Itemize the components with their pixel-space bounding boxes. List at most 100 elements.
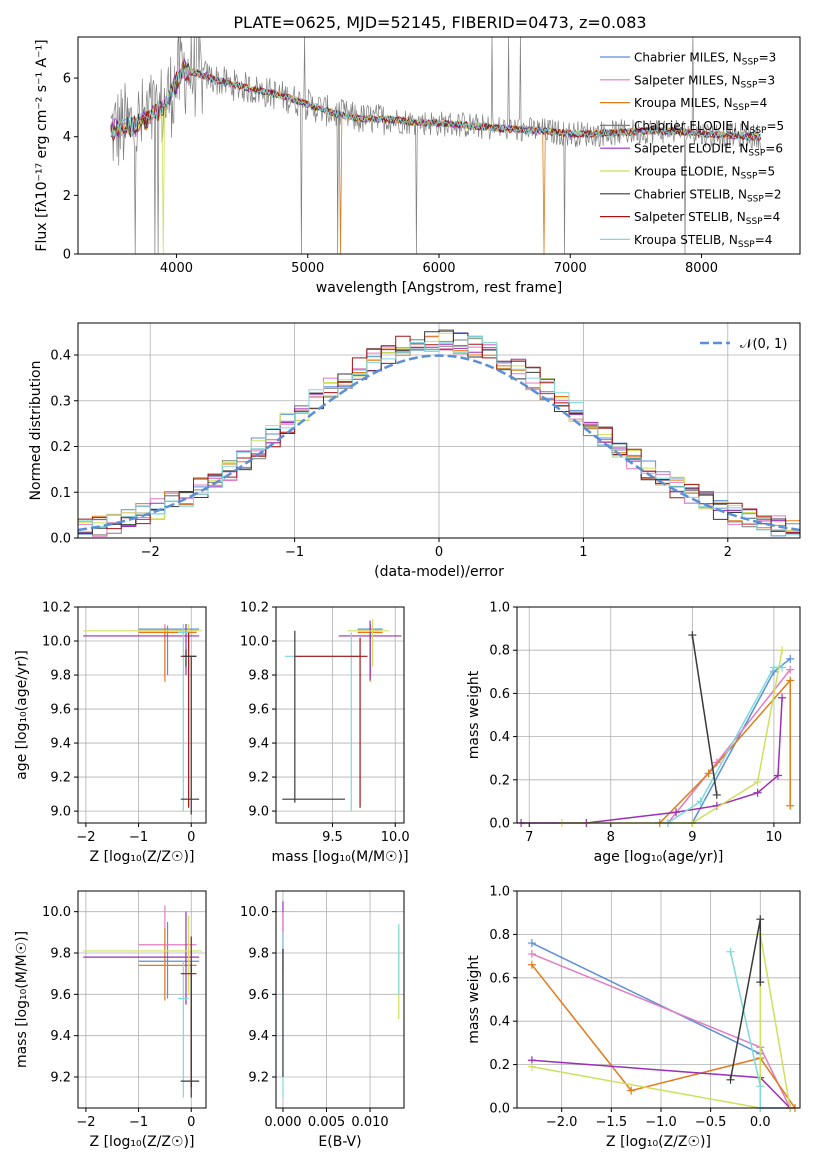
x-tick-label: 10 bbox=[766, 830, 783, 845]
normal-reference-curve bbox=[78, 354, 800, 532]
point-marker bbox=[527, 960, 536, 969]
point-marker bbox=[753, 777, 762, 786]
mass-weight-lines bbox=[517, 631, 795, 827]
legend-entry: 𝒩(0, 1) bbox=[740, 337, 787, 352]
legend-entry: Salpeter STELIB, NSSP=4 bbox=[634, 210, 780, 227]
residual-histogram-panel: −2 −1 0 1 2 0.0 0.1 0.2 0.3 0.4 (data-model)/error… bbox=[28, 322, 801, 580]
point-marker bbox=[786, 654, 795, 663]
age-vs-metallicity-panel: −2 −1 0 9.0 9.2 9.4 9.6 9.8 10.0 10.2 Z [log₁₀(Z/Z… bbox=[14, 601, 207, 865]
x-tick-label: −1.5 bbox=[596, 1115, 628, 1130]
y-tick-label: 10.2 bbox=[240, 601, 269, 616]
axes-frame bbox=[516, 606, 801, 824]
y-tick-label: 9.4 bbox=[248, 1029, 269, 1044]
point-marker bbox=[527, 939, 536, 948]
x-tick-label: 9 bbox=[688, 830, 696, 845]
x-tick-label: −2 bbox=[141, 545, 160, 560]
y-tick-label: 9.8 bbox=[248, 669, 269, 684]
x-axis-label: E(B-V) bbox=[318, 1134, 361, 1150]
legend-entry: Kroupa STELIB, NSSP=4 bbox=[634, 233, 772, 250]
y-tick-label: 0.0 bbox=[489, 1102, 510, 1117]
x-tick-label: 2 bbox=[724, 545, 732, 560]
mass-weight-vs-age-panel: 7 8 9 10 0.0 0.2 0.4 0.6 0.8 1.0 age [log₁₀(age/yr… bbox=[466, 601, 801, 865]
y-tick-label: 0.8 bbox=[489, 644, 510, 659]
spectrum-legend: Chabrier MILES, NSSP=3 Salpeter MILES, NS… bbox=[600, 51, 784, 250]
y-tick-label: 9.4 bbox=[50, 1029, 71, 1044]
mass-weight-line bbox=[691, 634, 718, 796]
point-marker bbox=[756, 1082, 765, 1091]
plot-area bbox=[517, 607, 800, 823]
x-axis-label: (data-model)/error bbox=[374, 564, 504, 580]
y-axis-label: mass weight bbox=[466, 955, 482, 1044]
spectrum-title: PLATE=0625, MJD=52145, FIBERID=0473, z=0… bbox=[233, 13, 646, 32]
x-tick-label: 0.000 bbox=[264, 1115, 301, 1130]
x-tick-label: 6000 bbox=[422, 261, 455, 276]
x-tick-label: 0.005 bbox=[308, 1115, 345, 1130]
observed-spectrum-line bbox=[110, 37, 761, 254]
y-tick-label: 9.8 bbox=[50, 669, 71, 684]
y-tick-label: 0 bbox=[63, 248, 71, 263]
axes-frame bbox=[275, 890, 405, 1109]
age-vs-mass-panel: 9.5 10.0 9.0 9.2 9.4 9.6 9.8 10.0 10.2 mass [log₁… bbox=[240, 601, 410, 866]
mass-vs-ebv-panel: 0.000 0.005 0.010 9.2 9.4 9.6 9.8 10.0 E(B-V) bbox=[240, 890, 405, 1150]
mass-weight-line bbox=[531, 964, 796, 1109]
mass-weight-line bbox=[667, 666, 783, 824]
histogram-lines bbox=[78, 329, 800, 538]
legend-entry: Kroupa ELODIE, NSSP=5 bbox=[634, 165, 775, 182]
x-tick-label: 0 bbox=[187, 1115, 195, 1130]
y-tick-label: 9.6 bbox=[50, 988, 71, 1003]
y-tick-label: 0.4 bbox=[489, 1015, 510, 1030]
y-tick-label: 0.1 bbox=[50, 486, 71, 501]
model-spectrum-line bbox=[110, 64, 761, 141]
mass-weight-vs-metallicity-panel: −2.0 −1.5 −1.0 −0.5 0.0 0.0 0.2 0.4 0.6 0.8 1.0 Z [… bbox=[466, 885, 801, 1150]
point-marker bbox=[696, 797, 705, 806]
x-tick-label: −1 bbox=[129, 1115, 148, 1130]
y-tick-label: 10.0 bbox=[240, 905, 269, 920]
y-tick-label: 2 bbox=[63, 189, 71, 204]
point-marker bbox=[527, 1062, 536, 1071]
x-tick-label: 5000 bbox=[291, 261, 324, 276]
point-marker bbox=[786, 665, 795, 674]
y-axis-label: Normed distribution bbox=[28, 361, 44, 501]
axes-frame bbox=[77, 36, 801, 255]
x-tick-label: −2 bbox=[76, 830, 95, 845]
y-tick-label: 9.0 bbox=[248, 805, 269, 820]
x-tick-label: −1 bbox=[129, 830, 148, 845]
x-tick-label: 8000 bbox=[685, 261, 718, 276]
y-axis-label: mass [log₁₀(M/M☉)] bbox=[14, 931, 30, 1068]
y-tick-label: 9.2 bbox=[50, 771, 71, 786]
y-tick-label: 0.4 bbox=[489, 730, 510, 745]
y-tick-label: 0.6 bbox=[489, 971, 510, 986]
x-axis-label: wavelength [Angstrom, rest frame] bbox=[316, 280, 562, 296]
y-tick-label: 0.6 bbox=[489, 687, 510, 702]
axes-frame bbox=[77, 890, 207, 1109]
y-tick-label: 1.0 bbox=[489, 885, 510, 900]
x-axis-label: Z [log₁₀(Z/Z☉)] bbox=[90, 849, 195, 865]
y-tick-label: 9.6 bbox=[248, 703, 269, 718]
axes-frame bbox=[516, 890, 801, 1109]
x-tick-label: −1.0 bbox=[645, 1115, 677, 1130]
point-marker bbox=[786, 801, 795, 810]
point-marker bbox=[756, 915, 765, 924]
plot-area bbox=[78, 891, 206, 1108]
mass-weight-line bbox=[659, 678, 791, 824]
point-marker bbox=[778, 693, 787, 702]
point-marker bbox=[786, 676, 795, 685]
mass-weight-line bbox=[531, 934, 791, 1109]
y-tick-label: 10.0 bbox=[240, 635, 269, 650]
y-tick-label: 9.2 bbox=[248, 771, 269, 786]
x-tick-label: −2.0 bbox=[546, 1115, 578, 1130]
x-tick-label: 4000 bbox=[160, 261, 193, 276]
point-marker bbox=[712, 790, 721, 799]
x-tick-label: 7000 bbox=[554, 261, 587, 276]
error-bars bbox=[282, 901, 400, 1098]
x-axis-label: Z [log₁₀(Z/Z☉)] bbox=[606, 1134, 711, 1150]
y-tick-label: 9.2 bbox=[50, 1071, 71, 1086]
point-marker bbox=[726, 947, 735, 956]
x-tick-label: −1 bbox=[285, 545, 304, 560]
legend-entry: Chabrier ELODIE, NSSP=5 bbox=[634, 119, 784, 136]
y-tick-label: 10.0 bbox=[42, 905, 71, 920]
y-tick-label: 6 bbox=[63, 72, 71, 87]
axes-frame bbox=[77, 606, 207, 824]
point-marker bbox=[778, 646, 787, 655]
y-tick-label: 9.4 bbox=[50, 737, 71, 752]
